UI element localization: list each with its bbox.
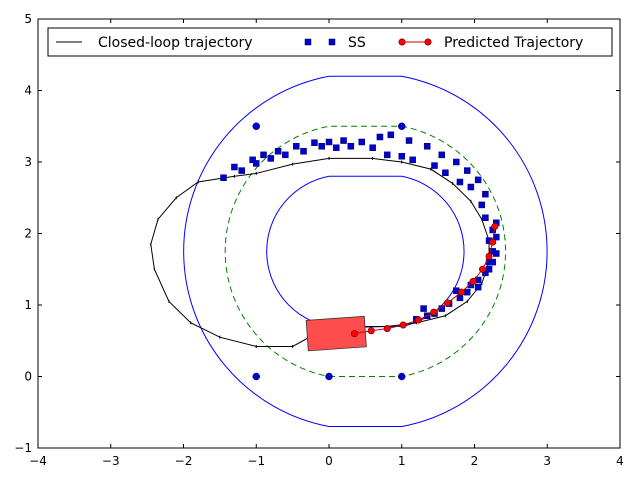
y-tick-label: 4 bbox=[24, 84, 32, 98]
predicted-point bbox=[444, 299, 452, 307]
x-tick-label: −1 bbox=[247, 454, 265, 468]
ss-point bbox=[482, 214, 489, 222]
predicted-point bbox=[350, 330, 358, 338]
track-node bbox=[252, 122, 260, 130]
predicted-point bbox=[485, 252, 493, 260]
predicted-point bbox=[430, 308, 438, 316]
predicted-point bbox=[414, 316, 422, 324]
ss-point bbox=[463, 167, 471, 174]
ss-point bbox=[253, 160, 260, 167]
predicted-point bbox=[469, 277, 477, 285]
ss-point bbox=[478, 201, 486, 209]
track-node bbox=[325, 372, 333, 381]
ss-point bbox=[456, 178, 464, 186]
ss-point bbox=[431, 162, 438, 169]
plot-area bbox=[38, 19, 620, 448]
track-inner-boundary bbox=[266, 175, 465, 327]
legend-label: Predicted Trajectory bbox=[444, 35, 583, 51]
y-tick-label: −1 bbox=[14, 441, 32, 455]
closed-loop-trajectory bbox=[150, 156, 490, 348]
track-nodes bbox=[252, 122, 406, 381]
x-tick-label: 3 bbox=[543, 454, 551, 468]
ss-point bbox=[347, 143, 355, 150]
predicted-point bbox=[489, 238, 497, 246]
ss-point bbox=[438, 151, 446, 159]
ss-point bbox=[358, 138, 365, 146]
y-tick-label: 3 bbox=[24, 155, 32, 169]
y-tick-label: 0 bbox=[24, 370, 32, 384]
ss-point bbox=[482, 190, 489, 198]
predicted-point bbox=[457, 288, 465, 296]
y-tick-label: 1 bbox=[24, 298, 32, 312]
ss-point bbox=[442, 169, 449, 176]
ss-point bbox=[300, 148, 307, 155]
ss-point bbox=[467, 183, 475, 191]
ss-point bbox=[409, 156, 416, 164]
legend-label: Closed-loop trajectory bbox=[98, 35, 253, 51]
ss-point bbox=[420, 305, 427, 312]
legend-swatch-predicted-marker bbox=[398, 38, 406, 46]
ss-point bbox=[282, 151, 289, 159]
ss-point bbox=[220, 174, 227, 181]
ss-point bbox=[231, 163, 238, 171]
legend: Closed-loop trajectory SS Predicted Trajec… bbox=[47, 27, 613, 57]
ss-point bbox=[318, 143, 325, 150]
ss-point bbox=[238, 167, 245, 174]
ss-point bbox=[369, 144, 376, 151]
axes: −4 −3 −2 −1 0 1 2 3 4 −1 0 1 2 3 4 5 bbox=[14, 12, 624, 468]
x-tick-label: −4 bbox=[29, 454, 47, 468]
x-tick-label: −2 bbox=[175, 454, 193, 468]
ss-point bbox=[249, 156, 256, 164]
ss-point bbox=[387, 131, 395, 139]
ss-point bbox=[485, 266, 493, 273]
legend-swatch-ss bbox=[304, 38, 312, 46]
ss-point bbox=[474, 176, 482, 184]
ss-point bbox=[274, 148, 282, 155]
legend-label: SS bbox=[348, 35, 366, 51]
ss-point bbox=[311, 139, 318, 146]
x-tick-label: 4 bbox=[616, 454, 624, 468]
track-node bbox=[398, 122, 406, 130]
ss-point bbox=[260, 151, 267, 159]
ss-point bbox=[333, 144, 340, 151]
predicted-point bbox=[383, 325, 391, 333]
x-tick-label: 2 bbox=[471, 454, 479, 468]
predicted-point bbox=[491, 222, 499, 230]
legend-swatch-predicted-marker bbox=[424, 38, 432, 46]
ss-point bbox=[267, 155, 275, 162]
y-tick-label: 2 bbox=[24, 227, 32, 241]
y-tick-label: 5 bbox=[24, 12, 32, 26]
ss-point bbox=[474, 283, 482, 291]
track-node bbox=[252, 372, 260, 381]
ss-point bbox=[489, 258, 496, 266]
ss-point bbox=[456, 294, 464, 302]
x-tick-label: 0 bbox=[325, 454, 333, 468]
track-node bbox=[398, 372, 406, 381]
ss-point bbox=[383, 151, 391, 159]
ss-point bbox=[376, 133, 384, 141]
track-outer-boundary bbox=[183, 75, 548, 428]
plot-background bbox=[38, 19, 620, 448]
ss-point bbox=[398, 153, 405, 160]
ss-point bbox=[493, 250, 500, 257]
predicted-trajectory bbox=[350, 222, 499, 338]
ss-point bbox=[405, 137, 413, 144]
legend-swatch-ss bbox=[328, 38, 336, 46]
ss-point bbox=[340, 137, 347, 144]
closed-loop-line bbox=[150, 157, 490, 347]
x-tick-label: 1 bbox=[398, 454, 406, 468]
predicted-point bbox=[367, 327, 375, 335]
ss-point bbox=[293, 143, 300, 150]
ss-point bbox=[463, 288, 471, 296]
ss-point bbox=[423, 143, 431, 150]
ss-point bbox=[325, 138, 333, 146]
predicted-point bbox=[479, 265, 487, 273]
x-tick-label: −3 bbox=[102, 454, 120, 468]
ss-point bbox=[453, 158, 460, 166]
predicted-point bbox=[399, 321, 407, 329]
